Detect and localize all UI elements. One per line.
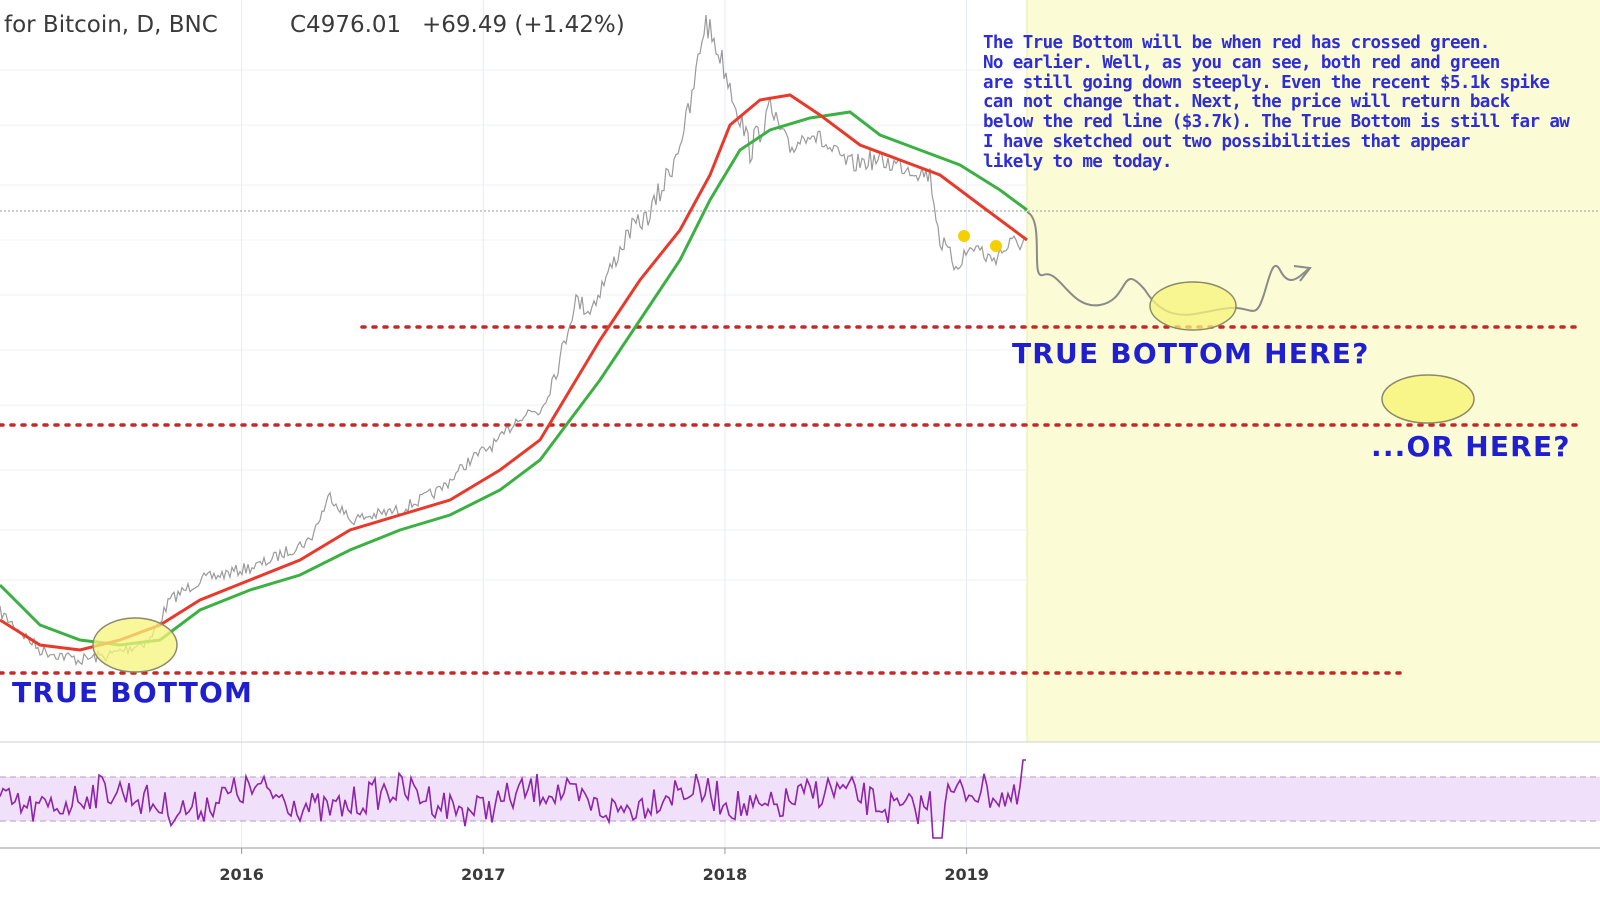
x-axis-ticks: 2016 2017 2018 2019 <box>219 848 989 884</box>
chart-symbol-title: for Bitcoin, D, BNC <box>4 12 218 38</box>
green-moving-average <box>0 110 1028 647</box>
x-tick-label: 2019 <box>944 865 989 884</box>
or-here-ellipse <box>1381 374 1475 424</box>
true-bottom-label: TRUE BOTTOM <box>12 676 254 709</box>
or-here-label: ...OR HERE? <box>1371 430 1571 463</box>
note-line: below the red line ($3.7k). The True Bot… <box>983 112 1570 133</box>
rsi-band <box>0 777 1600 821</box>
price-change: +69.49 (+1.42%) <box>422 12 625 38</box>
red-moving-average <box>0 93 1028 652</box>
note-line: can not change that. Next, the price wil… <box>983 92 1510 113</box>
note-line: are still going down steeply. Even the r… <box>983 72 1550 93</box>
x-tick-label: 2017 <box>461 865 506 884</box>
note-line: I have sketched out two possibilities th… <box>983 131 1470 152</box>
close-price: C4976.01 <box>290 12 402 38</box>
true-bottom-ellipse <box>92 617 178 673</box>
projection-arrowhead <box>1293 265 1312 282</box>
yellow-dot-1 <box>958 230 970 242</box>
yellow-dot-2 <box>990 240 1002 252</box>
projection-area <box>1027 0 1600 742</box>
horizontal-levels <box>0 325 1582 675</box>
note-line: The True Bottom will be when red has cro… <box>983 33 1490 53</box>
price-line <box>0 14 1027 666</box>
x-tick-label: 2018 <box>703 865 748 884</box>
note-line: No earlier. Well, as you can see, both r… <box>983 52 1500 73</box>
analysis-note: The True Bottom will be when red has cro… <box>983 33 1600 173</box>
rsi-line <box>0 759 1026 839</box>
note-line: likely to me today. <box>983 151 1172 172</box>
here-ellipse <box>1149 281 1237 331</box>
true-bottom-here-label: TRUE BOTTOM HERE? <box>1012 337 1370 370</box>
x-tick-label: 2016 <box>219 865 264 884</box>
